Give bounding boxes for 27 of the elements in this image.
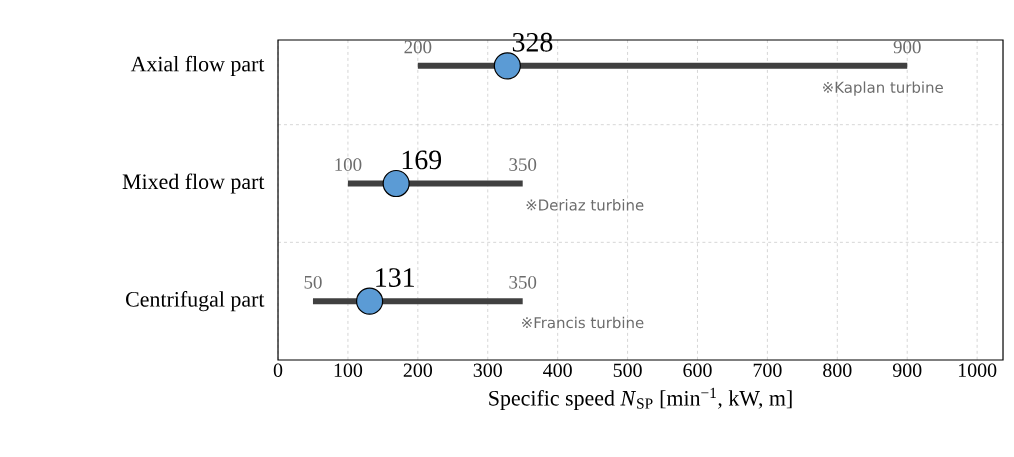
annotation: 200 <box>404 40 432 54</box>
x-tick-label: 0 <box>273 363 283 377</box>
x-tick-label: 1000 <box>958 363 997 377</box>
annotation: ※Kaplan turbine <box>823 81 943 96</box>
annotation: 50 <box>304 275 322 289</box>
annotation: 100 <box>335 158 362 171</box>
x-tick-label: 600 <box>683 363 712 377</box>
x-tick-label: 500 <box>613 363 642 377</box>
x-tick-label: 200 <box>403 363 433 377</box>
x-axis-title: Specific speed N$_{SP}$ [min$^{−1}$, kW, m] <box>489 387 792 411</box>
y-tick-label: Mixed flow part <box>122 173 265 194</box>
x-tick-label: 400 <box>543 363 572 377</box>
x-tick-label: 700 <box>753 363 782 377</box>
data-label: 131 <box>376 268 414 287</box>
x-tick-label: 900 <box>892 363 922 377</box>
annotation: ※Deriaz turbine <box>526 199 644 211</box>
x-tick-label: 300 <box>473 363 502 377</box>
y-tick-label: Axial flow part <box>130 55 265 76</box>
data-label: 328 <box>512 32 553 52</box>
annotation: 350 <box>509 158 537 171</box>
x-tick-label: 100 <box>334 363 363 377</box>
data-label: 169 <box>402 150 442 170</box>
annotation: 350 <box>509 275 537 289</box>
annotation: 900 <box>893 40 921 54</box>
annotation: ※Francis turbine <box>522 316 644 329</box>
y-tick-label: Centrifugal part <box>126 291 265 312</box>
x-tick-label: 800 <box>823 363 852 377</box>
